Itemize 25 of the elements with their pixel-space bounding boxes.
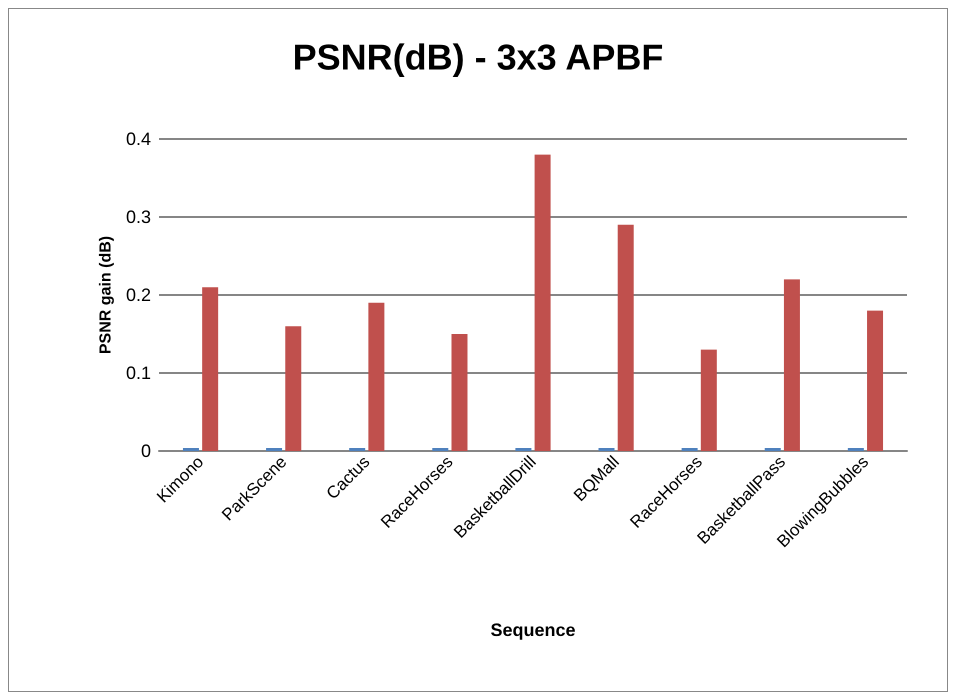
y-tick-label: 0.2 bbox=[126, 285, 151, 305]
bar bbox=[349, 448, 366, 451]
bar bbox=[867, 310, 884, 451]
y-tick-label: 0.4 bbox=[126, 129, 151, 149]
y-tick-label: 0.1 bbox=[126, 363, 151, 383]
y-axis-title: PSNR gain (dB) bbox=[98, 236, 114, 354]
chart-title: PSNR(dB) - 3x3 APBF bbox=[292, 36, 664, 78]
x-axis-title: Sequence bbox=[490, 620, 576, 640]
y-tick-label: 0 bbox=[140, 441, 151, 461]
bar bbox=[451, 334, 468, 451]
bar bbox=[182, 448, 199, 451]
bar bbox=[784, 279, 800, 451]
bar bbox=[700, 350, 717, 451]
y-tick-label: 0.3 bbox=[126, 207, 151, 227]
bar bbox=[764, 448, 781, 451]
bar bbox=[848, 448, 864, 451]
bar bbox=[682, 448, 698, 451]
bar bbox=[285, 326, 302, 451]
bar bbox=[618, 224, 634, 451]
bar bbox=[515, 448, 532, 451]
bar bbox=[266, 448, 282, 451]
bar bbox=[368, 302, 384, 451]
bar bbox=[202, 287, 218, 451]
bar bbox=[598, 448, 615, 451]
bar bbox=[432, 448, 448, 451]
